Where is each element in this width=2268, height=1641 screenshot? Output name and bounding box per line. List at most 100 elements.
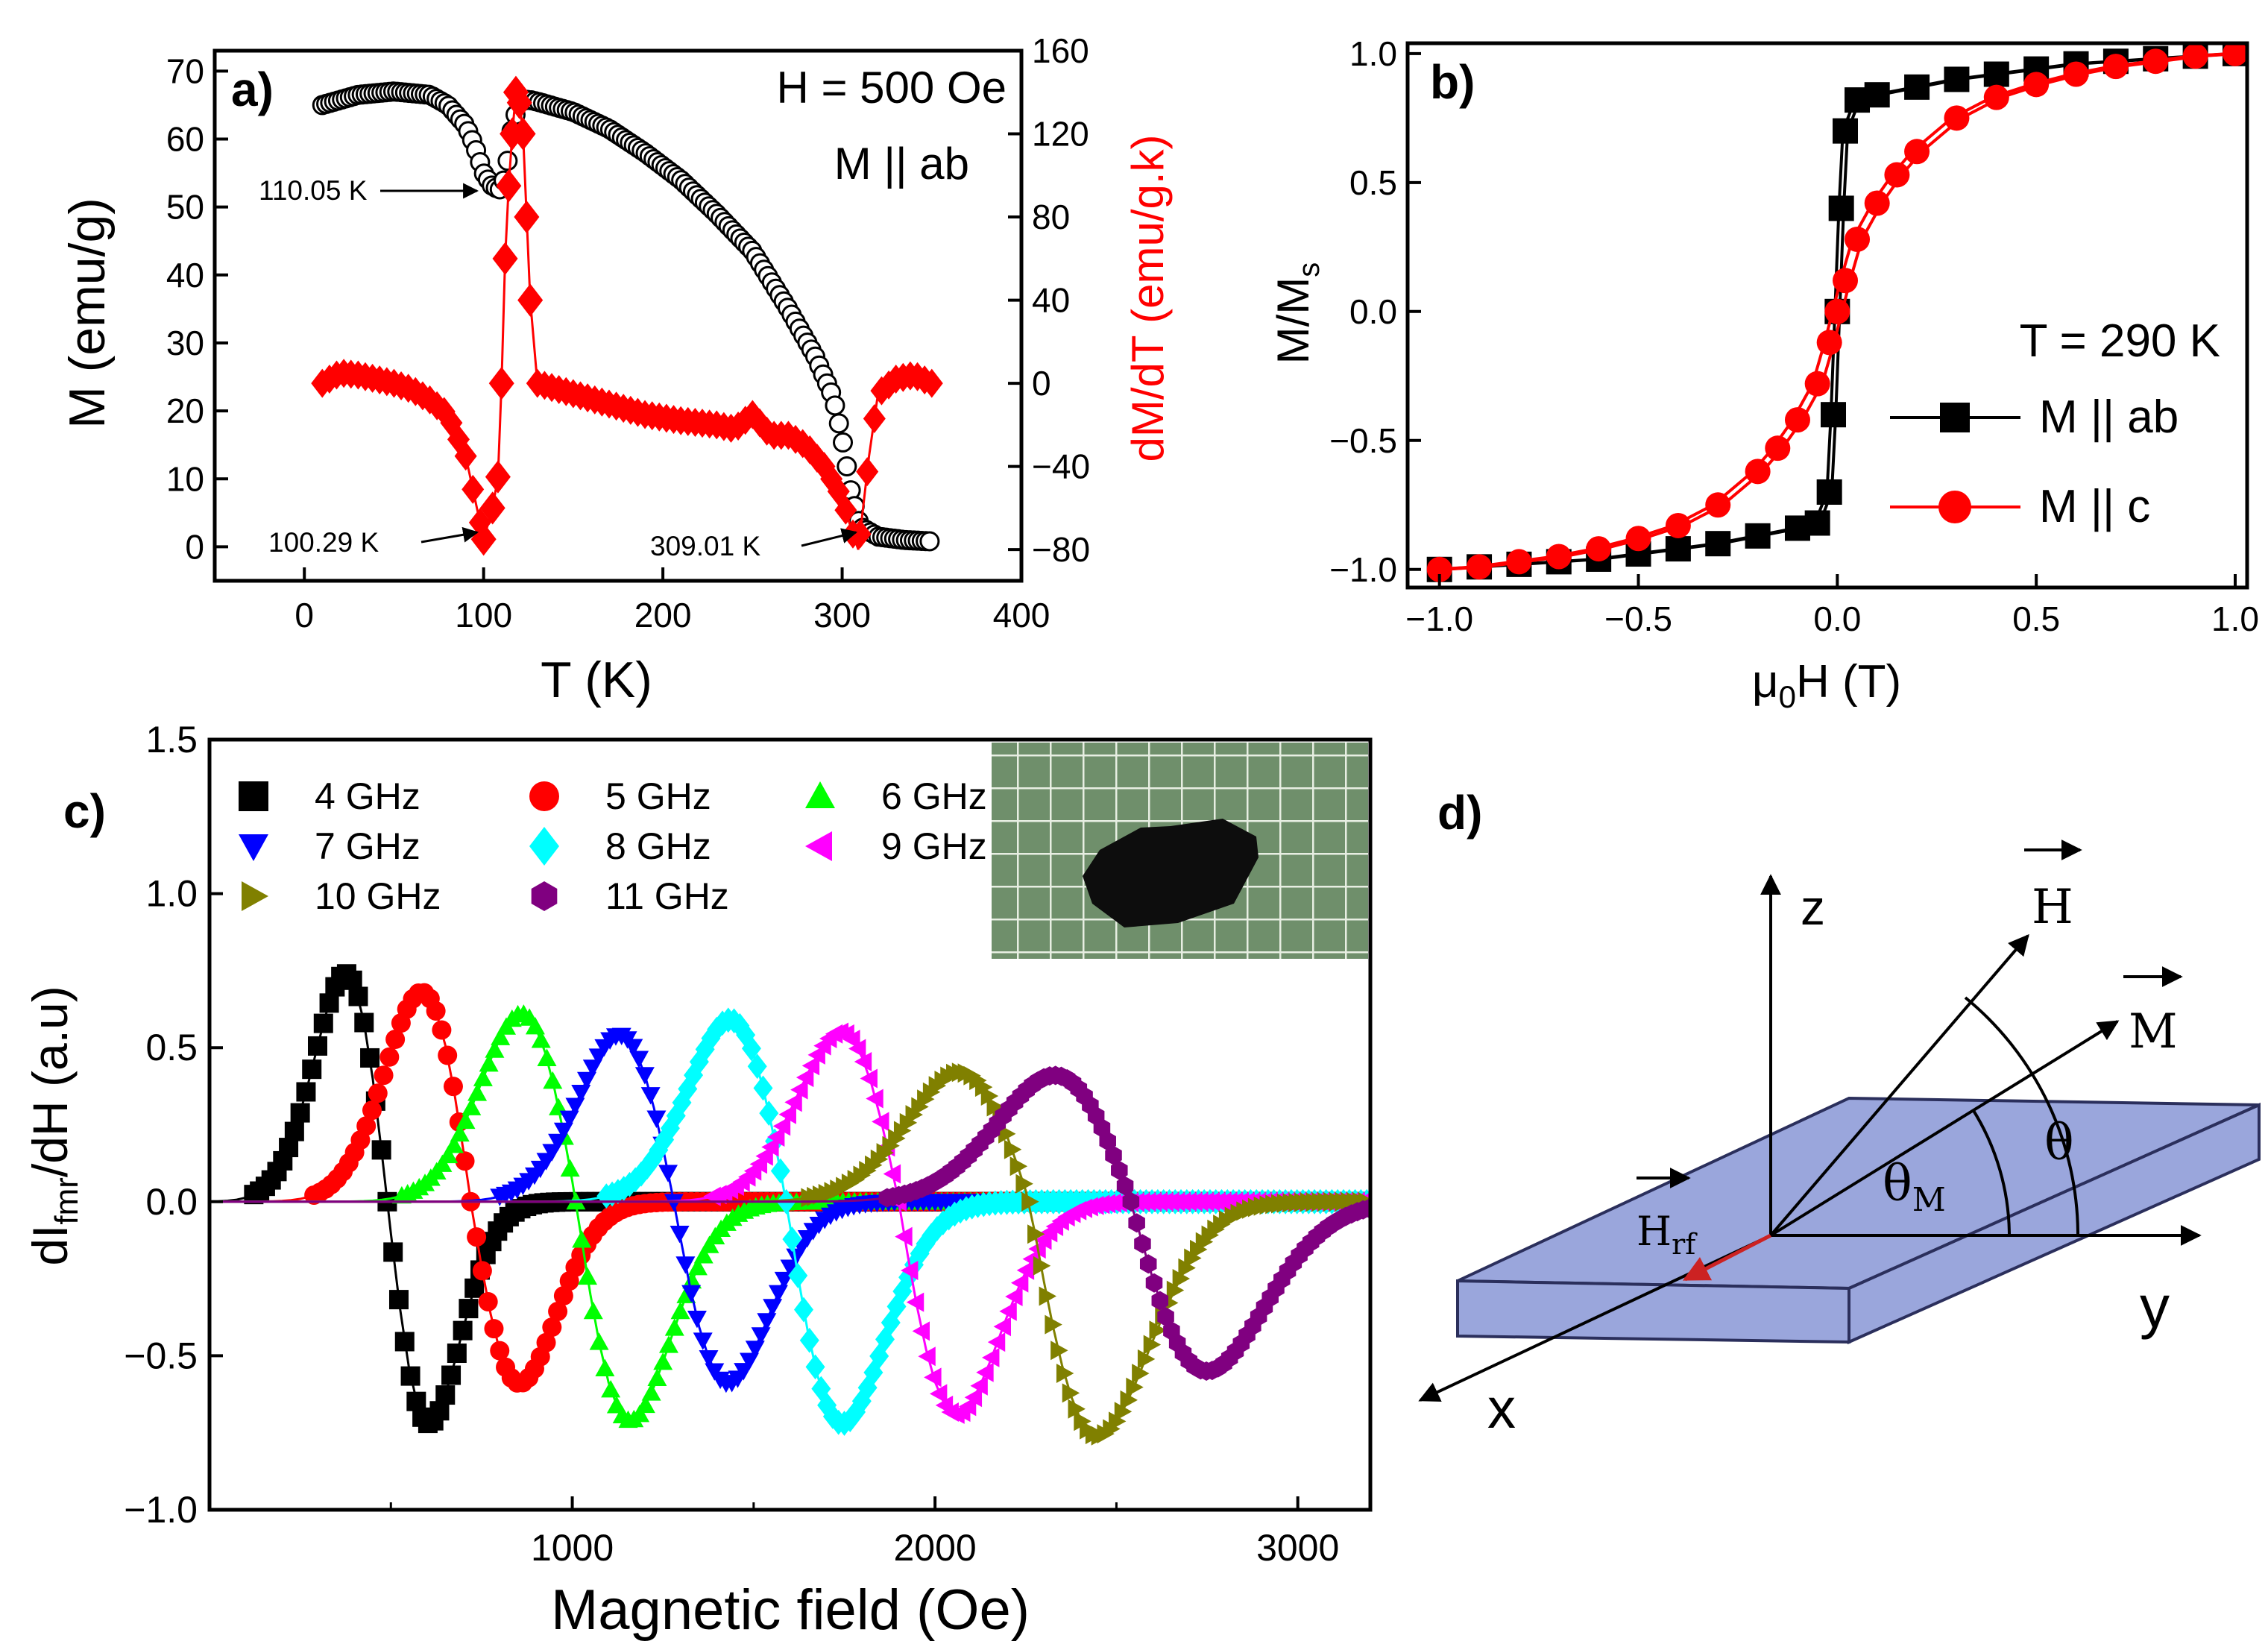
- panel-c-point: [1005, 1287, 1023, 1307]
- diagram-label-hrf: Hrf: [1637, 1208, 1698, 1261]
- panel-c-label: c): [63, 784, 106, 838]
- panel-b-frame: [1405, 41, 2249, 590]
- panel-b-point-ab: [1904, 74, 1930, 100]
- panel-c-point: [623, 1039, 643, 1056]
- diagram-label-x: x: [1487, 1377, 1516, 1440]
- panel-c-legend-marker: [529, 781, 559, 811]
- panel-c-legend-marker: [531, 881, 558, 911]
- panel-c-point: [736, 1022, 756, 1048]
- panel-b-ylabel: M/Ms: [1268, 262, 1326, 365]
- panel-c-point: [479, 1053, 499, 1072]
- panel-c-inset: [992, 743, 1368, 959]
- panel-b-point-c: [1904, 139, 1930, 165]
- panel-c-point: [302, 1059, 322, 1080]
- panel-c-point: [664, 1318, 684, 1336]
- panel-b-point-c: [1804, 371, 1830, 397]
- panel-c-point: [453, 1320, 473, 1341]
- panel-c-point: [456, 1111, 476, 1130]
- panel-c-point: [577, 1071, 597, 1090]
- diagram-label-y: y: [2140, 1273, 2170, 1340]
- panel-c-point: [640, 1087, 661, 1105]
- diagram-label-theta: θ: [2044, 1114, 2074, 1171]
- panel-a-dmdt-point: [496, 169, 522, 203]
- panel-c-point: [1068, 1399, 1086, 1419]
- panel-c-point: [1033, 1256, 1051, 1276]
- panel-c-point: [1016, 1260, 1035, 1280]
- panel-c-point: [354, 1012, 374, 1033]
- panel-b-point-ab: [1944, 66, 1970, 92]
- panel-b-point-c: [2143, 48, 2169, 75]
- panel-b-legend-ab-label: M || ab: [2039, 391, 2179, 443]
- panel-c-point: [1010, 1273, 1029, 1293]
- panel-c-point: [993, 1317, 1011, 1337]
- panel-a-dmdt-point: [492, 242, 518, 275]
- panel-a-callout-309: 309.01 K: [650, 531, 760, 561]
- panel-c-point: [572, 1230, 592, 1248]
- panel-a-xtick-label: 100: [455, 596, 512, 634]
- panel-a-dmdt-point: [870, 376, 893, 406]
- panel-c-point: [681, 1285, 702, 1303]
- panel-b-point-c: [1824, 298, 1850, 324]
- panel-c-point: [796, 1068, 814, 1088]
- panel-c-point: [766, 1127, 785, 1147]
- panel-c-legend-label: 5 GHz: [605, 775, 711, 817]
- panel-b-point-ab: [1828, 195, 1854, 221]
- panel-a-ytick-right-label: 0: [1032, 364, 1051, 403]
- panel-a-label: a): [231, 63, 274, 116]
- panel-c-point: [1143, 1335, 1162, 1355]
- panel-a-callout-100-arrow: [420, 526, 479, 544]
- panel-c-point: [646, 1110, 667, 1128]
- panel-c-point: [660, 1115, 680, 1141]
- panel-c-ytick-label: 1.5: [145, 719, 198, 760]
- panel-c-point: [658, 1165, 678, 1182]
- panel-c-point: [601, 1380, 621, 1398]
- panel-d: d) z y x H M θ θM Hrf: [1418, 786, 2261, 1440]
- panel-a-dmdt-point: [748, 408, 771, 438]
- panel-a-axes: 0 100 200 300 400 0 10 20 30 40 50 60 70 −80 −40 0 40 80 1…: [166, 31, 1090, 634]
- panel-c-point: [761, 1137, 779, 1157]
- panel-a-dmdt-point: [479, 491, 505, 525]
- panel-c-point: [1137, 1349, 1156, 1369]
- panel-b-ytick-label: −1.0: [1329, 550, 1397, 589]
- panel-c-point: [912, 1321, 930, 1341]
- panel-b-axes: −1.0 −0.5 0.0 0.5 1.0 −1.0 −0.5 0.0 0.5 1.0: [1329, 34, 2259, 638]
- panel-c-point: [307, 1036, 327, 1056]
- panel-c-point: [643, 1146, 663, 1172]
- panel-c-point: [763, 1299, 783, 1317]
- panel-c-point: [1027, 1224, 1045, 1244]
- panel-c-data: [210, 964, 1370, 1446]
- panel-b-point-c: [1745, 459, 1771, 485]
- panel-a-ytick-label: 20: [166, 391, 204, 430]
- panel-c-xtick-label: 3000: [1256, 1527, 1339, 1569]
- panel-c-point: [629, 1051, 649, 1068]
- panel-c-point: [846, 1399, 866, 1425]
- panel-c-point: [362, 1100, 382, 1121]
- panel-b-point-c: [2063, 61, 2089, 87]
- panel-c-legend-label: 6 GHz: [881, 775, 987, 817]
- panel-c-point: [658, 1335, 678, 1353]
- panel-c-point: [1132, 1364, 1150, 1384]
- panel-b-legend-title: T = 290 K: [2020, 315, 2220, 367]
- panel-a-frame: [212, 48, 1024, 583]
- panel-a-dmdt-point: [506, 86, 532, 119]
- panel-a-annotation-direction: M || ab: [834, 139, 969, 189]
- panel-a-ytick-right-label: 40: [1032, 281, 1070, 320]
- panel-c-point: [782, 1226, 802, 1253]
- panel-c-point: [1116, 1176, 1134, 1196]
- panel-c-point: [459, 1299, 479, 1319]
- panel-c-point: [1151, 1291, 1169, 1311]
- panel-b-point-ab: [1864, 82, 1890, 108]
- panel-b-ytick-label: 1.0: [1349, 34, 1397, 73]
- panel-a-dmdt-point: [834, 495, 857, 525]
- panel-c-ytick-label: −1.0: [124, 1489, 198, 1531]
- panel-c-point: [1184, 1248, 1202, 1268]
- panel-b-point-c: [1784, 407, 1810, 433]
- panel-c-point: [1045, 1314, 1062, 1335]
- panel-b-point-c: [1625, 526, 1651, 552]
- panel-b-point-c: [1983, 84, 2009, 110]
- panel-b-ytick-label: 0.5: [1349, 163, 1397, 202]
- panel-b-legend-ab: M || ab: [1890, 391, 2179, 443]
- panel-c-point: [740, 1352, 760, 1370]
- panel-b-point-c: [2182, 43, 2208, 69]
- panel-a-ytick-label: 70: [166, 51, 204, 90]
